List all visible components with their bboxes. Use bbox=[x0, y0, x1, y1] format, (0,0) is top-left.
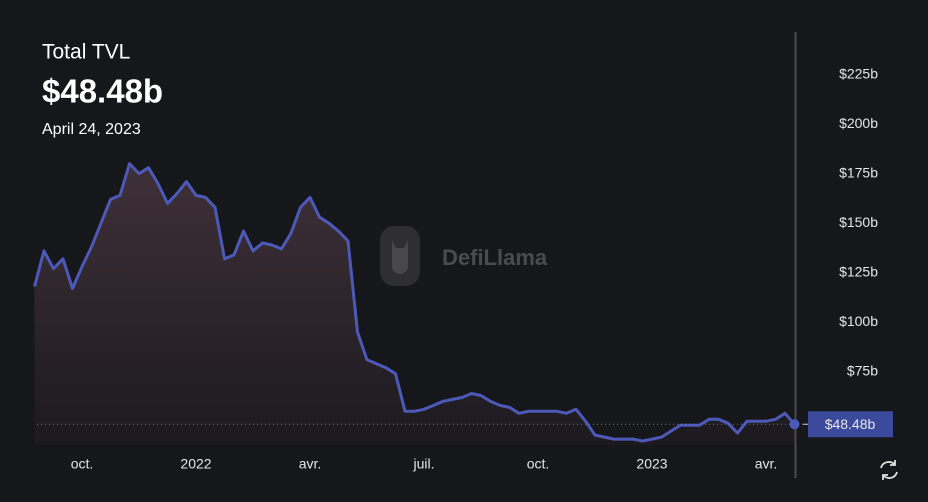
refresh-arrow[interactable] bbox=[882, 474, 888, 480]
refresh-arrow[interactable] bbox=[890, 460, 896, 466]
refresh-arrow[interactable] bbox=[882, 471, 898, 479]
x-tick-label: oct. bbox=[71, 456, 94, 472]
y-tick-label: $200b bbox=[839, 115, 878, 131]
y-tick-label: $225b bbox=[839, 65, 878, 81]
line bbox=[33, 162, 796, 443]
x-tick-label: avr. bbox=[299, 456, 322, 472]
x-tick-label: avr. bbox=[755, 456, 778, 472]
area-fill bbox=[34, 163, 795, 445]
plot-area: $75b $100b $125b $150b $175b $200b $225b oct. 20… bbox=[33, 32, 893, 478]
x-tick-label: oct. bbox=[527, 456, 550, 472]
current-date: April 24, 2023 bbox=[42, 121, 141, 138]
value-badge bbox=[808, 411, 893, 438]
x-tick-label: 2022 bbox=[180, 456, 211, 472]
current-point bbox=[789, 419, 800, 430]
current-value: $48.48b bbox=[42, 73, 163, 110]
chart-title: Total TVL bbox=[42, 41, 130, 64]
refresh-button[interactable] bbox=[880, 460, 898, 480]
y-tick-label: $100b bbox=[839, 313, 878, 329]
x-tick-label: juil. bbox=[412, 456, 434, 472]
y-tick-label: $75b bbox=[847, 362, 878, 378]
value-badge-label: $48.48b bbox=[825, 416, 876, 432]
y-tick-label: $125b bbox=[839, 263, 878, 279]
y-tick-label: $175b bbox=[839, 164, 878, 180]
watermark: DefiLlama bbox=[442, 245, 548, 270]
y-tick-label: $150b bbox=[839, 214, 878, 230]
refresh-arrow[interactable] bbox=[880, 461, 896, 469]
x-tick-label: 2023 bbox=[636, 456, 667, 472]
watermark-logo bbox=[380, 226, 420, 286]
